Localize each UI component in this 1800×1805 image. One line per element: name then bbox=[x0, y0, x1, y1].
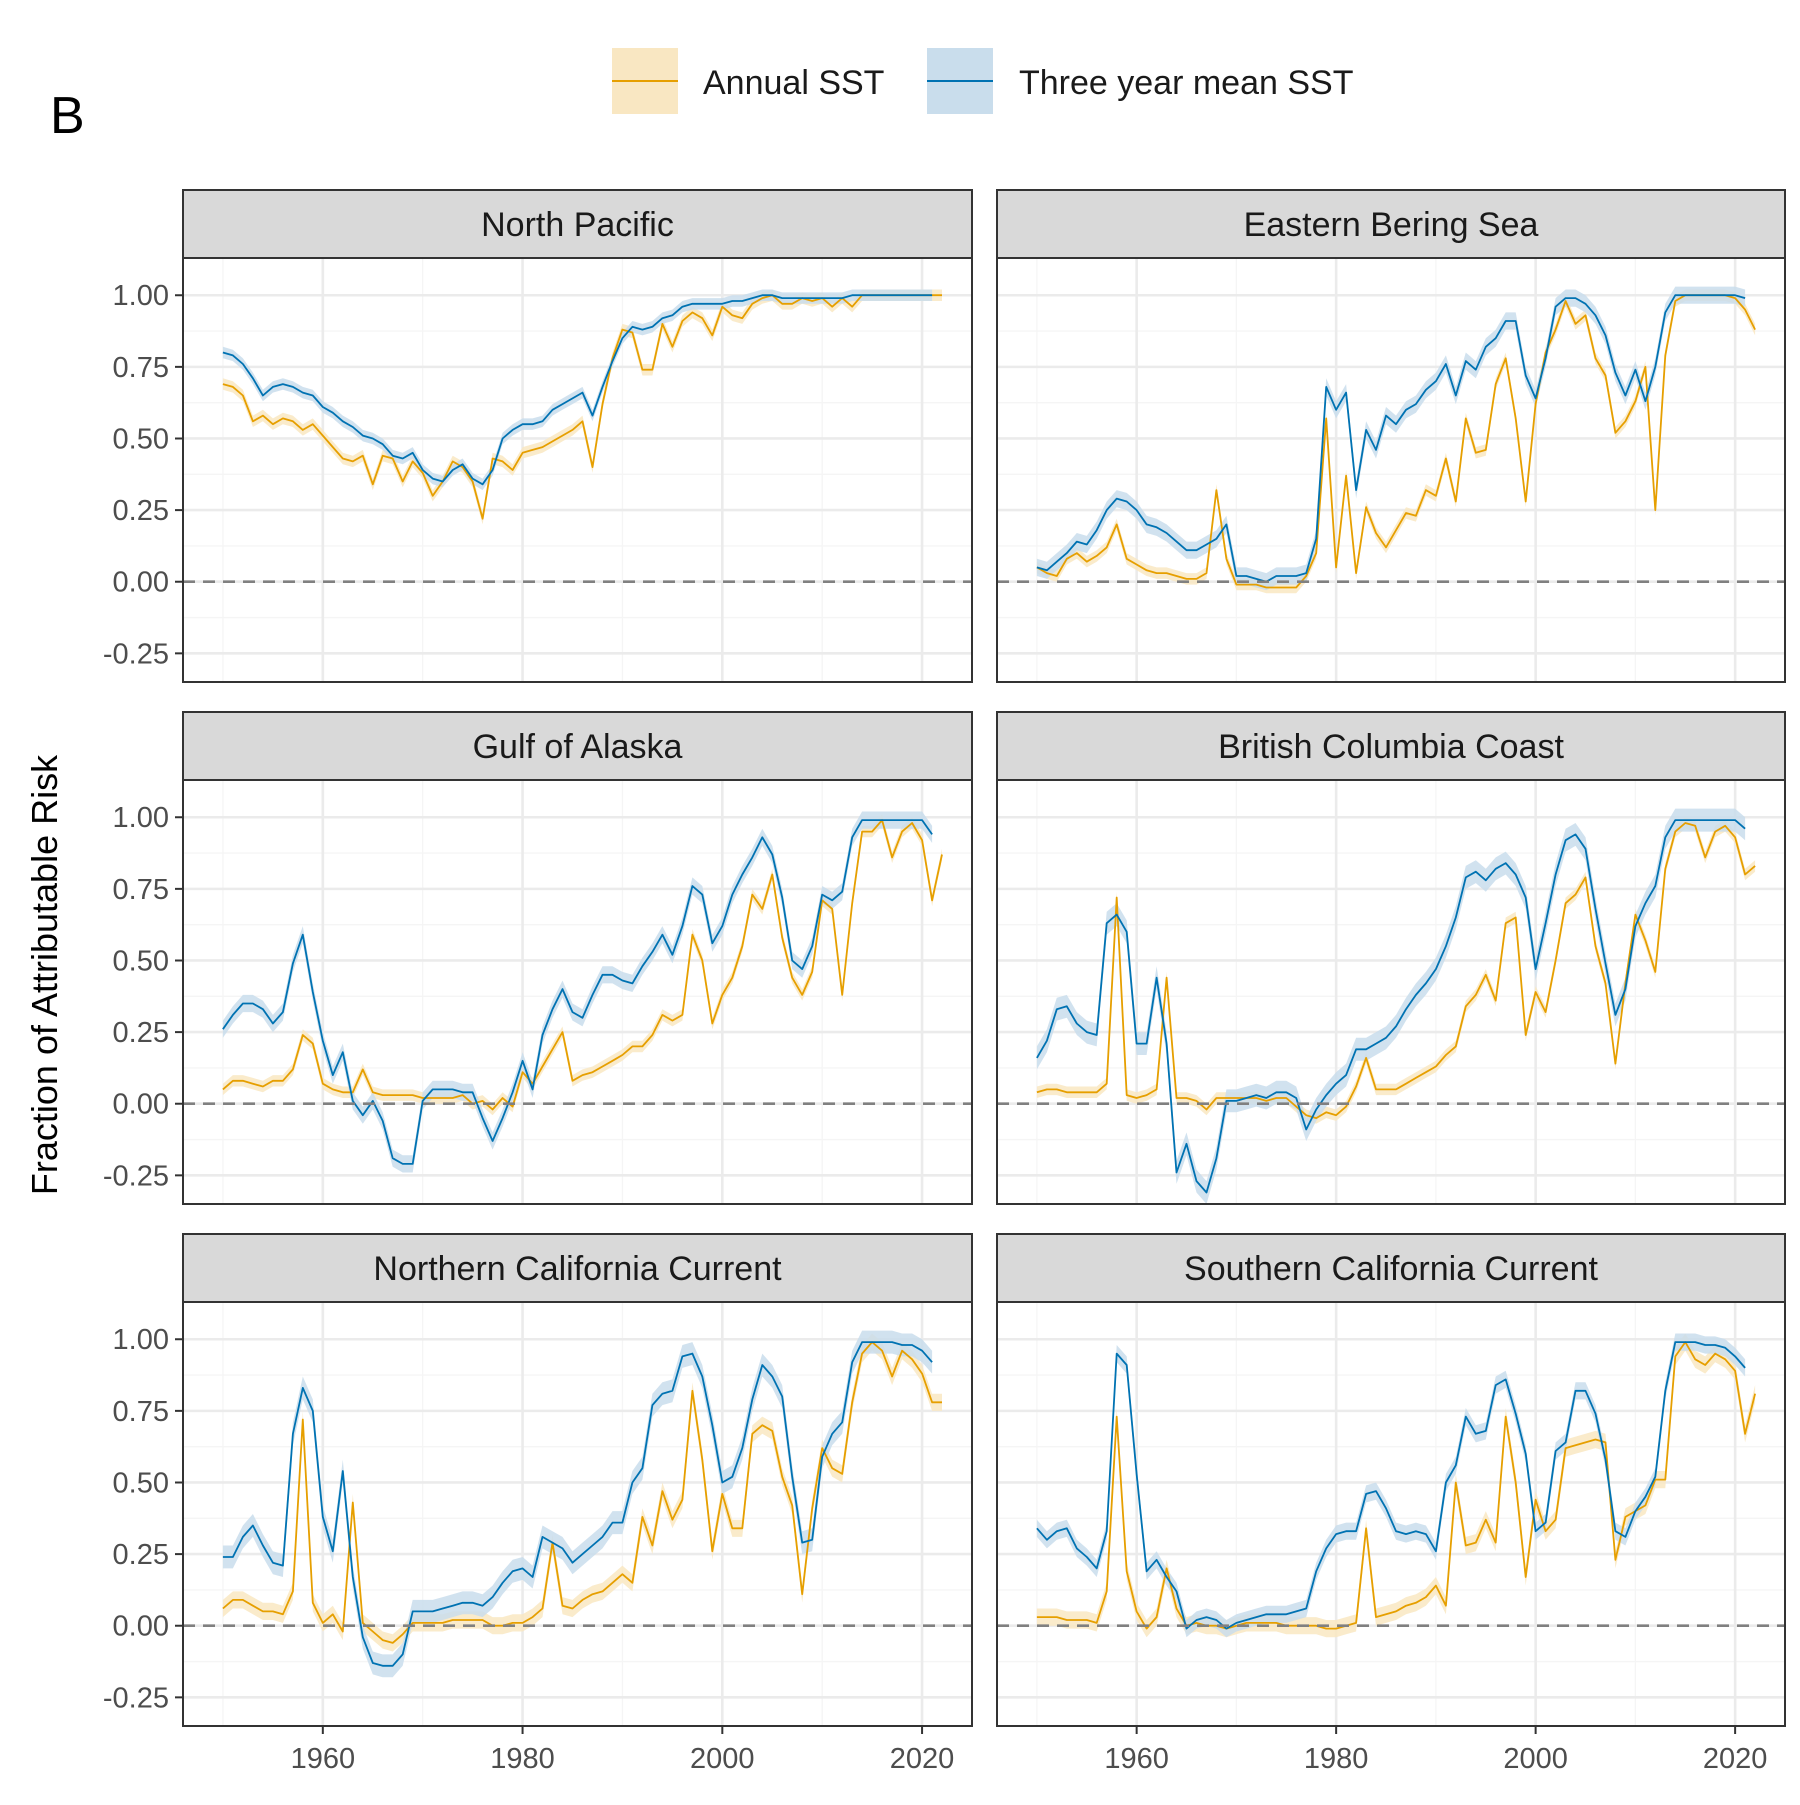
x-tick-label: 2020 bbox=[890, 1743, 955, 1775]
series-line bbox=[222, 1341, 933, 1667]
series-line bbox=[222, 819, 943, 1111]
x-tick-label: 2020 bbox=[1703, 1743, 1768, 1775]
y-tick-label: 0.75 bbox=[113, 352, 169, 384]
y-tick-label: 1.00 bbox=[113, 1324, 169, 1356]
facet-strip-title: Gulf of Alaska bbox=[473, 728, 683, 766]
plot-background bbox=[997, 258, 1785, 682]
y-tick-label: 0.25 bbox=[113, 1017, 169, 1049]
facet-strip bbox=[996, 711, 1786, 781]
series-line bbox=[1036, 819, 1746, 1194]
plot-background bbox=[183, 258, 972, 682]
series-line bbox=[222, 1341, 942, 1644]
facet-panel: Northern California Current -0.25 0.00 0.25… bbox=[103, 1233, 973, 1775]
facet-panels: North Pacific -0.25 0.00 0.25 0.50 0.75 1.00 Ea… bbox=[103, 189, 1786, 1775]
y-tick-label: -0.25 bbox=[103, 1682, 169, 1714]
y-tick-label: 0.50 bbox=[113, 423, 169, 455]
facet-strip-title: Northern California Current bbox=[373, 1250, 782, 1288]
facet-strip-title: British Columbia Coast bbox=[1218, 728, 1564, 766]
x-tick-label: 2000 bbox=[1503, 1743, 1568, 1775]
confidence-band bbox=[1036, 289, 1756, 594]
series-line bbox=[222, 819, 933, 1165]
series-line bbox=[1036, 1341, 1746, 1630]
panel-label: B bbox=[50, 87, 85, 145]
y-tick-label: 1.00 bbox=[113, 280, 169, 312]
facet-strip bbox=[996, 1233, 1786, 1303]
x-tick-label: 2000 bbox=[690, 1743, 755, 1775]
y-tick-label: 0.25 bbox=[113, 1539, 169, 1571]
legend-label-annual: Annual SST bbox=[703, 64, 884, 102]
plot-background bbox=[183, 780, 972, 1204]
facet-strip-title: Southern California Current bbox=[1184, 1250, 1598, 1288]
y-tick-label: 0.00 bbox=[113, 1089, 169, 1121]
x-tick-label: 1960 bbox=[291, 1743, 356, 1775]
y-tick-label: 1.00 bbox=[113, 802, 169, 834]
x-tick-label: 1980 bbox=[490, 1743, 555, 1775]
facet-panel: British Columbia Coast bbox=[996, 711, 1786, 1205]
facet-panel: North Pacific -0.25 0.00 0.25 0.50 0.75 1.00 bbox=[103, 189, 973, 683]
facet-strip bbox=[182, 1233, 973, 1303]
y-tick-label: 0.75 bbox=[113, 874, 169, 906]
y-tick-label: 0.75 bbox=[113, 1396, 169, 1428]
facet-strip bbox=[182, 189, 973, 259]
legend-label-threeyear: Three year mean SST bbox=[1019, 64, 1353, 102]
plot-background bbox=[183, 1302, 972, 1726]
x-tick-label: 1980 bbox=[1304, 1743, 1369, 1775]
y-tick-label: 0.00 bbox=[113, 567, 169, 599]
facet-panel: Gulf of Alaska -0.25 0.00 0.25 0.50 0.75 1.00 bbox=[103, 711, 973, 1205]
series-line bbox=[1036, 822, 1756, 1119]
y-tick-label: 0.25 bbox=[113, 495, 169, 527]
confidence-band bbox=[222, 289, 933, 491]
facet-strip bbox=[182, 711, 973, 781]
facet-panel: Southern California Current 1960 1980 2000 2… bbox=[996, 1233, 1786, 1775]
y-tick-label: 0.00 bbox=[113, 1611, 169, 1643]
y-tick-label: -0.25 bbox=[103, 1160, 169, 1192]
facet-strip-title: Eastern Bering Sea bbox=[1244, 206, 1539, 244]
y-tick-label: -0.25 bbox=[103, 638, 169, 670]
plot-background bbox=[997, 780, 1785, 1204]
x-tick-label: 1960 bbox=[1104, 1743, 1169, 1775]
y-axis-title: Fraction of Attributable Risk bbox=[24, 754, 65, 1195]
series-line bbox=[1036, 294, 1746, 583]
y-tick-label: 0.50 bbox=[113, 945, 169, 977]
legend: Annual SST Three year mean SST bbox=[612, 48, 1353, 114]
series-line bbox=[1036, 294, 1756, 589]
y-tick-label: 0.50 bbox=[113, 1467, 169, 1499]
series-line bbox=[222, 294, 933, 486]
facet-panel: Eastern Bering Sea bbox=[996, 189, 1786, 683]
facet-strip-title: North Pacific bbox=[481, 206, 674, 244]
facet-strip bbox=[996, 189, 1786, 259]
